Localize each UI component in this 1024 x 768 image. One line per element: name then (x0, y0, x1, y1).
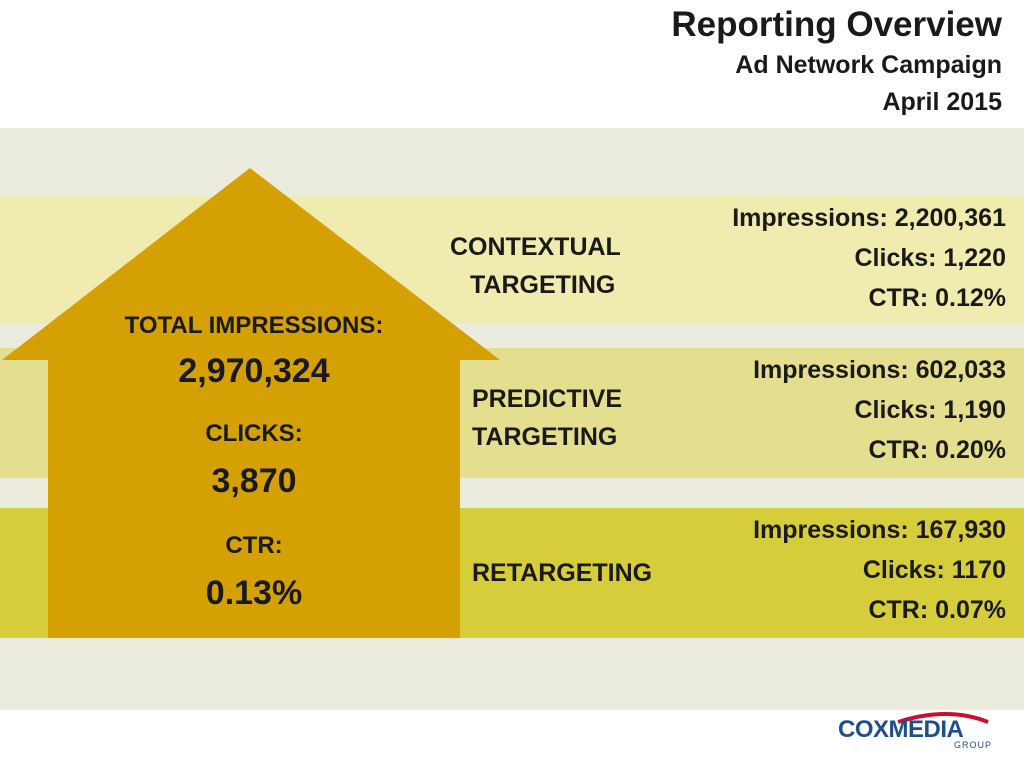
total-ctr-value: 0.13% (205, 574, 303, 612)
total-clicks-value: 3,870 (211, 462, 297, 500)
segment-label-line1: PREDICTIVE (472, 385, 623, 413)
segment-stats: Impressions: 602,033 Clicks: 1,190 CTR: … (753, 350, 1006, 470)
total-clicks-label: CLICKS: (205, 420, 303, 447)
segment-ctr: CTR: 0.20% (868, 436, 1006, 464)
segment-stats: Impressions: 167,930 Clicks: 1170 CTR: 0… (753, 510, 1006, 630)
segment-impressions: Impressions: 602,033 (753, 356, 1006, 384)
segment-label-line2: TARGETING (472, 423, 618, 451)
segment-clicks: Clicks: 1,190 (854, 396, 1007, 424)
segment-label: PREDICTIVE TARGETING (472, 380, 622, 456)
segment-clicks: Clicks: 1170 (862, 556, 1006, 584)
segment-clicks: Clicks: 1,220 (854, 244, 1007, 272)
segment-impressions: Impressions: 167,930 (753, 516, 1006, 544)
segment-retargeting: RETARGETING Impressions: 167,930 Clicks:… (0, 508, 1024, 638)
segment-label-line1: RETARGETING (472, 559, 653, 587)
page-title: Reporting Overview (671, 5, 1002, 44)
report-date: April 2015 (882, 88, 1002, 116)
total-impressions-value: 2,970,324 (178, 352, 330, 390)
logo-subtext: GROUP (953, 740, 992, 750)
logo-swoosh-icon (897, 712, 989, 724)
page-subtitle: Ad Network Campaign (735, 51, 1002, 79)
logo-text: COXMEDIA (838, 716, 964, 743)
segment-label-line2: TARGETING (470, 271, 616, 299)
segment-impressions: Impressions: 2,200,361 (732, 204, 1006, 232)
segment-contextual: CONTEXTUAL TARGETING Impressions: 2,200,… (0, 196, 1024, 324)
segment-label: RETARGETING (472, 554, 652, 592)
header: Reporting Overview Ad Network Campaign A… (671, 4, 1002, 120)
segment-ctr: CTR: 0.07% (868, 596, 1006, 624)
segment-label: CONTEXTUAL TARGETING (450, 228, 621, 304)
total-impressions-label: TOTAL IMPRESSIONS: (124, 312, 384, 339)
coxmedia-logo: COXMEDIA GROUP (838, 710, 998, 754)
segment-stats: Impressions: 2,200,361 Clicks: 1,220 CTR… (732, 198, 1006, 318)
segment-label-line1: CONTEXTUAL (450, 233, 621, 261)
total-ctr-label: CTR: (225, 532, 283, 559)
segment-ctr: CTR: 0.12% (868, 284, 1006, 312)
